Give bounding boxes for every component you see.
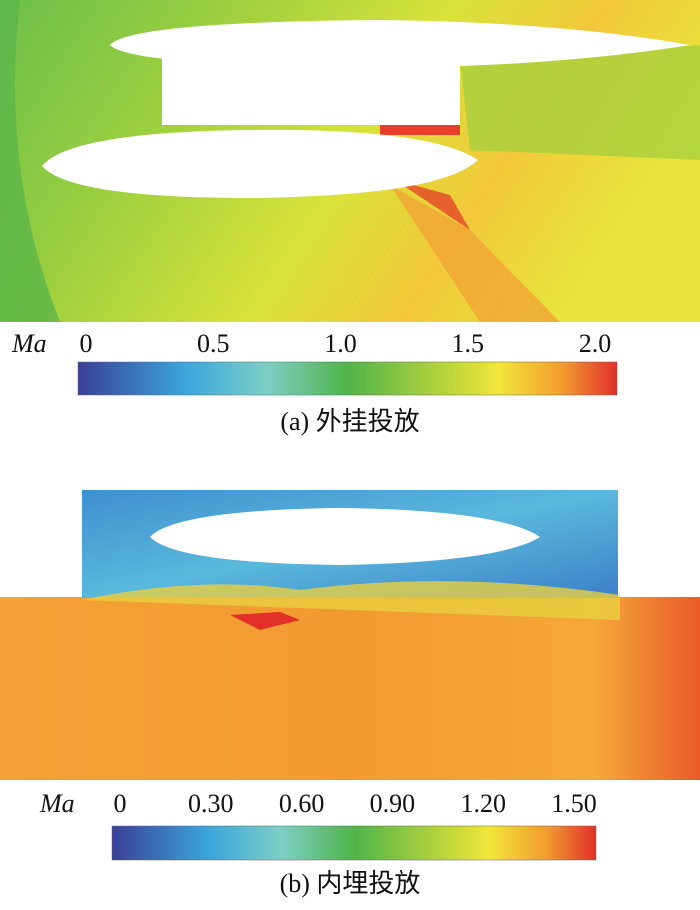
colorbar-tick-label: 0.60 — [279, 789, 325, 818]
colorbar-tick-label: 0.30 — [188, 789, 234, 818]
caption: (b) 内埋投放 — [280, 869, 421, 898]
colorbar-label: Ma — [11, 329, 47, 358]
colorbar-tick-label: 0 — [80, 329, 93, 358]
colorbar — [111, 825, 597, 861]
colorbar-tick-label: 2.0 — [579, 329, 612, 358]
colorbar — [77, 361, 618, 396]
colorbar-label: Ma — [39, 789, 75, 818]
colorbar-tick-label: 1.50 — [551, 789, 597, 818]
colorbar-tick-label: 0.90 — [370, 789, 416, 818]
colorbar-tick-label: 1.20 — [460, 789, 506, 818]
caption: (a) 外挂投放 — [280, 407, 419, 436]
colorbar-tick-label: 1.0 — [324, 329, 357, 358]
contour-a — [0, 0, 700, 322]
colorbar-tick-label: 0 — [114, 789, 127, 818]
colorbar-tick-label: 0.5 — [197, 329, 230, 358]
contour-b — [0, 490, 700, 780]
colorbar-tick-label: 1.5 — [452, 329, 485, 358]
